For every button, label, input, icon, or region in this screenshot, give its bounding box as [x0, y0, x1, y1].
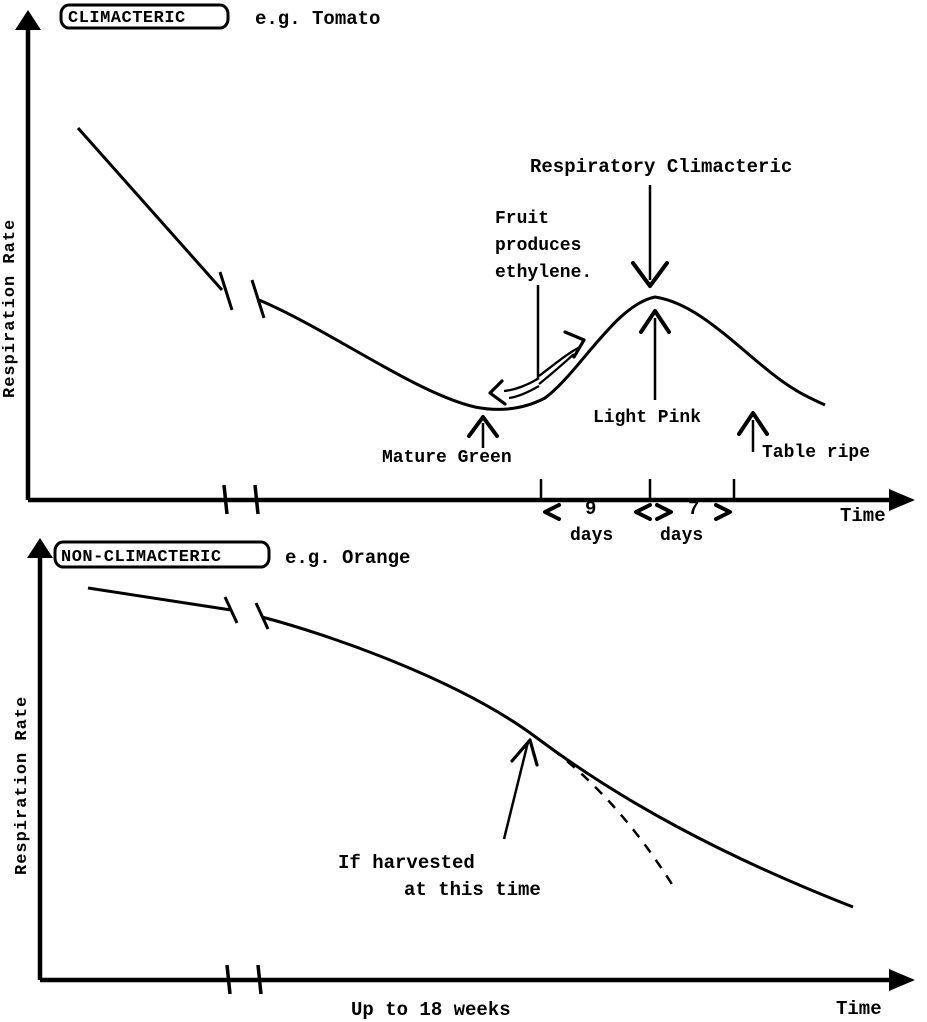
svg-text:Respiration Rate: Respiration Rate	[1, 219, 20, 398]
svg-text:NON-CLIMACTERIC: NON-CLIMACTERIC	[61, 548, 222, 567]
svg-text:days: days	[570, 526, 613, 546]
svg-text:CLIMACTERIC: CLIMACTERIC	[68, 9, 186, 28]
svg-text:Respiration Rate: Respiration Rate	[13, 696, 32, 875]
svg-text:days: days	[660, 526, 703, 546]
svg-text:Light Pink: Light Pink	[593, 408, 701, 428]
svg-text:e.g. Orange: e.g. Orange	[285, 547, 410, 569]
svg-text:Table ripe: Table ripe	[762, 443, 870, 463]
svg-text:Time: Time	[836, 998, 882, 1020]
svg-text:9: 9	[585, 498, 596, 520]
svg-text:produces: produces	[495, 236, 581, 256]
svg-text:If harvested: If harvested	[338, 852, 475, 874]
svg-text:7: 7	[688, 498, 699, 520]
svg-text:Time: Time	[840, 505, 886, 527]
svg-text:ethylene.: ethylene.	[495, 263, 592, 283]
svg-text:Respiratory Climacteric: Respiratory Climacteric	[530, 156, 792, 178]
svg-text:Up to 18 weeks: Up to 18 weeks	[351, 999, 511, 1021]
svg-text:at this time: at this time	[404, 879, 541, 901]
svg-text:e.g. Tomato: e.g. Tomato	[255, 8, 380, 30]
svg-text:Mature Green: Mature Green	[382, 448, 512, 468]
svg-text:Fruit: Fruit	[495, 209, 549, 229]
